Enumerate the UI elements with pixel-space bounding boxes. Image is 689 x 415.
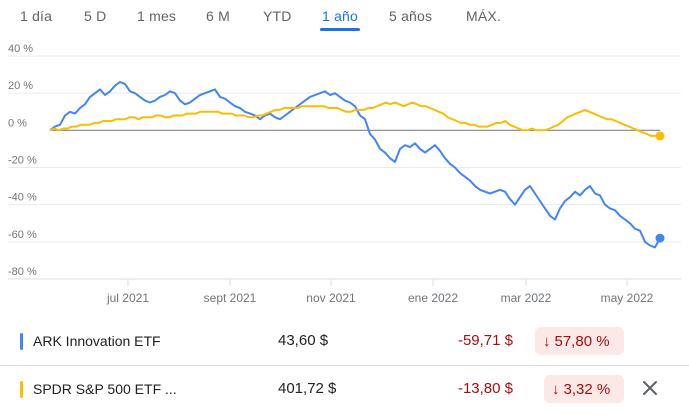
y-axis-labels: 40 % 20 % 0 % -20 % -40 % -60 % -80 % xyxy=(8,43,37,278)
tab-max[interactable]: MÁX. xyxy=(466,8,502,24)
y-tick-label: 0 % xyxy=(8,117,27,129)
y-tick-label: -80 % xyxy=(8,266,37,278)
series-endpoint-0 xyxy=(655,233,665,243)
chart-series xyxy=(49,81,665,249)
range-tabs: 1 día 5 D 1 mes 6 M YTD 1 año 5 años MÁX… xyxy=(0,0,689,36)
tab-1-month[interactable]: 1 mes xyxy=(137,8,177,24)
tab-ytd[interactable]: YTD xyxy=(263,8,292,24)
y-tick-label: -60 % xyxy=(8,229,37,241)
series-endpoint-1 xyxy=(655,131,665,141)
price-change: -59,71 $ xyxy=(457,332,513,349)
series-color-swatch xyxy=(20,333,23,350)
chart-grid xyxy=(8,55,681,280)
close-icon[interactable] xyxy=(640,378,660,398)
arrow-down-icon: ↓ xyxy=(543,332,551,350)
percent-change: 3,32 % xyxy=(563,380,611,398)
x-tick-label: ene 2022 xyxy=(408,291,458,305)
y-tick-label: 40 % xyxy=(8,43,33,55)
tab-1-day[interactable]: 1 día xyxy=(20,8,53,24)
row-divider xyxy=(0,365,689,366)
x-tick-label: may 2022 xyxy=(601,291,654,305)
x-tick-label: nov 2021 xyxy=(306,291,356,305)
security-name: ARK Innovation ETF xyxy=(33,333,161,349)
security-price: 401,72 $ xyxy=(278,380,337,397)
legend-row-ark[interactable]: ARK Innovation ETF 43,60 $ -59,71 $ ↓ 57… xyxy=(0,318,689,364)
tab-5-days[interactable]: 5 D xyxy=(84,8,107,24)
series-line-0 xyxy=(49,81,661,249)
security-price: 43,60 $ xyxy=(278,332,329,349)
tab-6-months[interactable]: 6 M xyxy=(206,8,230,24)
performance-chart[interactable]: 40 % 20 % 0 % -20 % -40 % -60 % -80 % jul 2021… xyxy=(0,36,689,311)
price-change: -13,80 $ xyxy=(457,380,513,397)
y-tick-label: 20 % xyxy=(8,80,33,92)
x-axis: jul 2021 sept 2021 nov 2021 ene 2022 mar 202… xyxy=(8,278,681,305)
percent-change-badge: ↓ 57,80 % xyxy=(535,327,624,355)
tab-1-year[interactable]: 1 año xyxy=(319,8,361,31)
tab-5-years[interactable]: 5 años xyxy=(389,8,433,24)
x-tick-label: mar 2022 xyxy=(501,291,552,305)
arrow-down-icon: ↓ xyxy=(552,380,560,398)
series-color-swatch xyxy=(20,381,23,398)
y-tick-label: -20 % xyxy=(8,155,37,167)
x-tick-label: jul 2021 xyxy=(106,291,149,305)
y-tick-label: -40 % xyxy=(8,192,37,204)
series-line-1 xyxy=(49,101,660,137)
x-tick-label: sept 2021 xyxy=(204,291,257,305)
legend-row-spdr[interactable]: SPDR S&P 500 ETF ... 401,72 $ -13,80 $ ↓… xyxy=(0,366,689,412)
security-name: SPDR S&P 500 ETF ... xyxy=(33,381,177,397)
percent-change-badge: ↓ 3,32 % xyxy=(544,375,624,403)
percent-change: 57,80 % xyxy=(554,332,610,350)
